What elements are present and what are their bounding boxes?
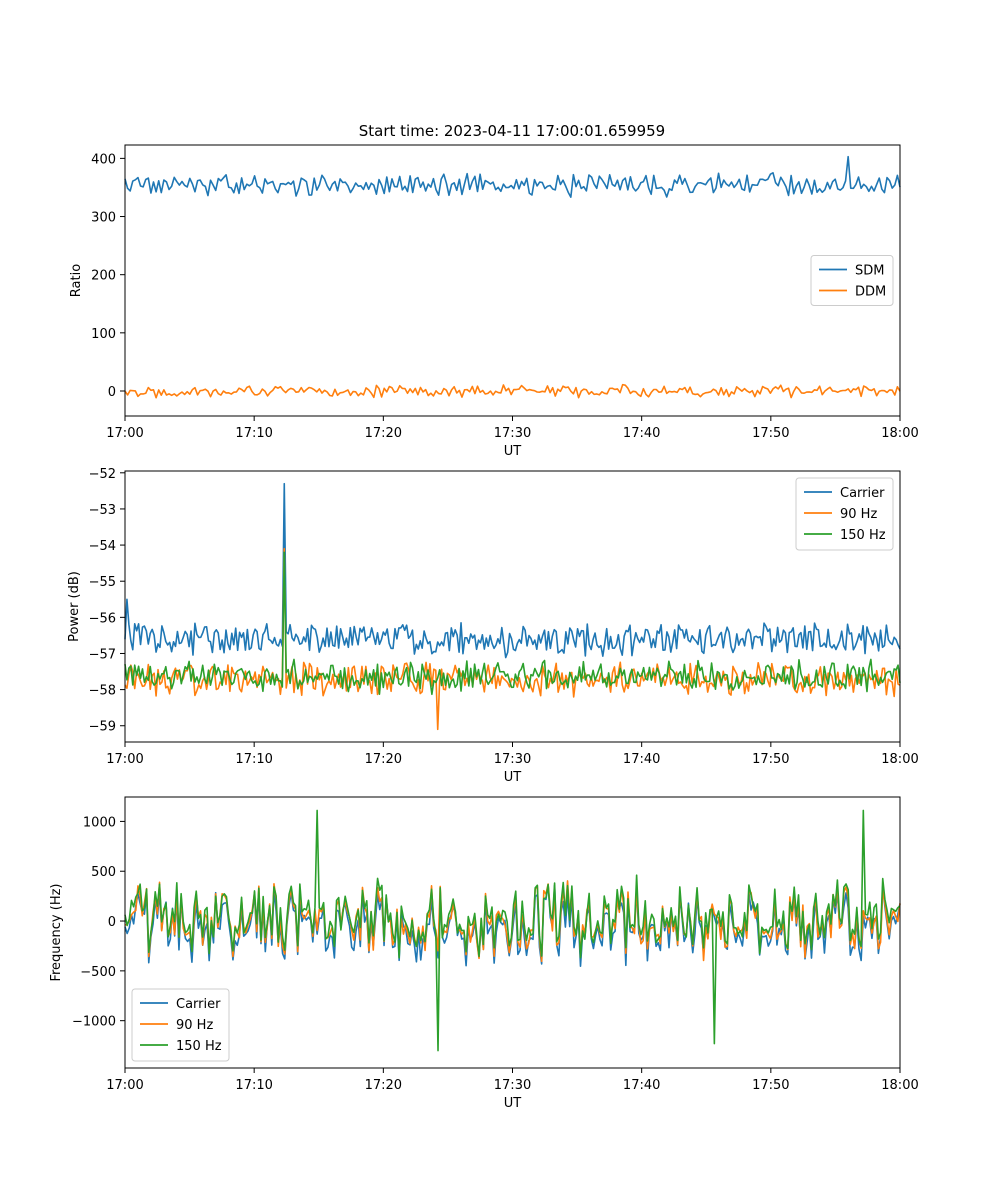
y-tick-label: 1000 <box>83 815 116 830</box>
y-tick-label: −54 <box>89 539 116 554</box>
chart-2: 17:00 17:10 17:20 17:30 17:40 17:50 18:00 UT −52… <box>67 467 919 785</box>
series-line-carrier <box>124 482 901 659</box>
x-tick-label: 17:30 <box>494 752 531 767</box>
y-tick-label: −500 <box>80 965 116 980</box>
legend-box <box>810 255 894 306</box>
x-tick-label: 17:50 <box>752 1078 789 1093</box>
y-tick-label: −58 <box>89 684 116 699</box>
series-line-ddm <box>124 383 901 399</box>
x-tick-label: 17:00 <box>106 426 143 441</box>
chart-1: 17:00 17:10 17:20 17:30 17:40 17:50 18:00 UT 0 10… <box>69 144 919 459</box>
series-line-sdm <box>124 155 901 198</box>
y-axis-label: Power (dB) <box>67 571 82 642</box>
legend: Carrier 90 Hz 150 Hz <box>131 988 230 1062</box>
x-tick-label: 17:30 <box>494 426 531 441</box>
x-tick-label: 17:40 <box>623 752 660 767</box>
y-tick-label: −53 <box>89 503 116 518</box>
y-tick-label: −56 <box>89 611 116 626</box>
legend-label: Carrier <box>840 486 885 501</box>
y-axis-label: Frequency (Hz) <box>49 883 64 981</box>
legend-box <box>131 988 230 1062</box>
legend-label: SDM <box>855 264 884 279</box>
legend-label: DDM <box>855 285 886 300</box>
x-tick-label: 17:10 <box>235 426 272 441</box>
y-tick-label: 100 <box>91 327 116 342</box>
y-tick-label: −59 <box>89 720 116 735</box>
x-tick-label: 17:50 <box>752 752 789 767</box>
x-tick-label: 17:10 <box>235 1078 272 1093</box>
legend-label: 150 Hz <box>176 1039 222 1054</box>
y-tick-label: −1000 <box>72 1015 116 1030</box>
x-tick-label: 17:20 <box>365 1078 402 1093</box>
y-tick-label: 300 <box>91 211 116 226</box>
x-tick-label: 17:00 <box>106 1078 143 1093</box>
y-tick-label: 0 <box>108 385 116 400</box>
x-tick-label: 18:00 <box>881 752 918 767</box>
legend-label: 90 Hz <box>840 507 877 522</box>
series-line-150-hz <box>124 551 901 696</box>
legend: SDM DDM <box>810 255 894 306</box>
y-tick-label: −57 <box>89 647 116 662</box>
legend-label: 150 Hz <box>840 528 886 543</box>
x-tick-label: 17:10 <box>235 752 272 767</box>
x-tick-label: 17:50 <box>752 426 789 441</box>
figure-title: Start time: 2023-04-11 17:00:01.659959 <box>359 122 665 140</box>
legend-label: 90 Hz <box>176 1018 213 1033</box>
y-tick-label: 200 <box>91 269 116 284</box>
x-axis-label: UT <box>504 444 522 459</box>
y-tick-label: −55 <box>89 575 116 590</box>
y-tick-label: 500 <box>91 865 116 880</box>
legend-label: Carrier <box>176 997 221 1012</box>
x-tick-label: 17:30 <box>494 1078 531 1093</box>
x-tick-label: 18:00 <box>881 1078 918 1093</box>
panels: 17:00 17:10 17:20 17:30 17:40 17:50 18:00 UT 0 10… <box>49 144 919 1111</box>
x-tick-label: 17:20 <box>365 426 402 441</box>
x-axis-label: UT <box>504 770 522 785</box>
legend: Carrier 90 Hz 150 Hz <box>795 477 894 551</box>
x-tick-label: 17:20 <box>365 752 402 767</box>
y-axis-label: Ratio <box>69 264 84 297</box>
legend-box <box>795 477 894 551</box>
x-tick-label: 17:40 <box>623 1078 660 1093</box>
chart-3: 17:00 17:10 17:20 17:30 17:40 17:50 18:00 UT 100… <box>49 796 919 1111</box>
x-tick-label: 17:00 <box>106 752 143 767</box>
y-tick-label: 0 <box>108 915 116 930</box>
x-axis-label: UT <box>504 1096 522 1111</box>
y-tick-label: −52 <box>89 467 116 482</box>
x-tick-label: 17:40 <box>623 426 660 441</box>
series-line-150-hz <box>124 809 901 1052</box>
y-tick-label: 400 <box>91 152 116 167</box>
x-tick-label: 18:00 <box>881 426 918 441</box>
